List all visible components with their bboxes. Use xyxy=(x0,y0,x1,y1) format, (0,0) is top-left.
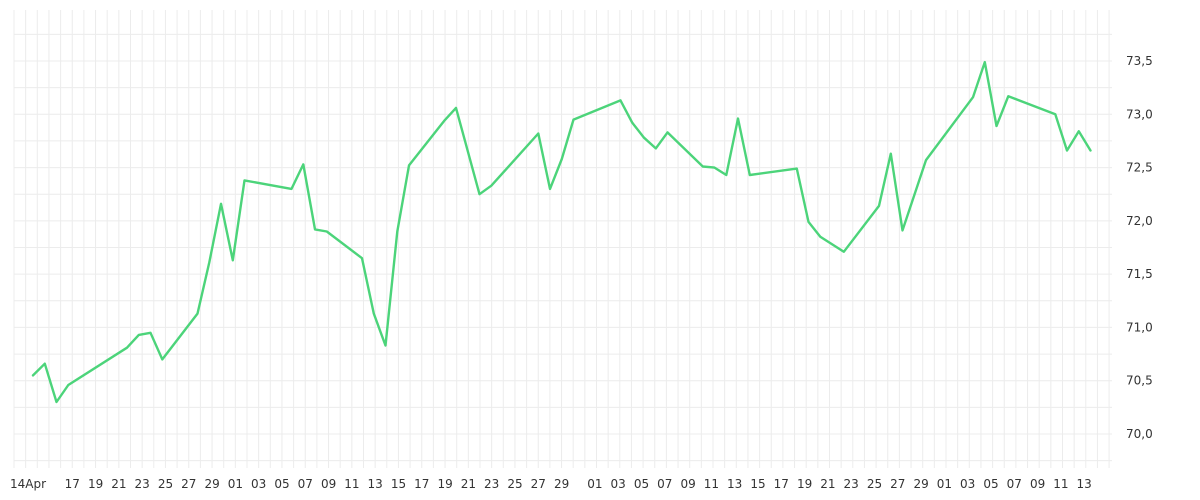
x-tick-label: 17 xyxy=(774,477,789,491)
x-tick-label: 17 xyxy=(65,477,80,491)
x-tick-label: 07 xyxy=(298,477,313,491)
y-tick-label: 72,0 xyxy=(1126,214,1153,228)
x-tick-label: 05 xyxy=(274,477,289,491)
series-group xyxy=(31,60,1092,404)
x-tick-label: 09 xyxy=(680,477,695,491)
x-tick-label: 13 xyxy=(1077,477,1092,491)
x-tick-label: 19 xyxy=(88,477,103,491)
x-tick-label: 15 xyxy=(391,477,406,491)
x-tick-label: 29 xyxy=(204,477,219,491)
y-tick-label: 71,5 xyxy=(1126,267,1153,281)
x-tick-label: 29 xyxy=(913,477,928,491)
x-tick-label: 21 xyxy=(461,477,476,491)
x-tick-label: 13 xyxy=(727,477,742,491)
x-tick-label: 01 xyxy=(937,477,952,491)
x-tick-label: 11 xyxy=(1053,477,1068,491)
x-tick-label: 27 xyxy=(890,477,905,491)
y-tick-label: 70,5 xyxy=(1126,374,1153,388)
x-tick-label: 11 xyxy=(344,477,359,491)
x-tick-label: 23 xyxy=(484,477,499,491)
x-tick-label: 25 xyxy=(867,477,882,491)
x-tick-label: 03 xyxy=(251,477,266,491)
x-tick-label: 09 xyxy=(321,477,336,491)
x-tick-label: 21 xyxy=(820,477,835,491)
x-tick-label: 25 xyxy=(507,477,522,491)
x-tick-label: 13 xyxy=(368,477,383,491)
x-tick-label: 05 xyxy=(634,477,649,491)
x-tick-label: 03 xyxy=(611,477,626,491)
x-tick-label: 07 xyxy=(657,477,672,491)
x-tick-label: 01 xyxy=(228,477,243,491)
x-tick-label: 19 xyxy=(797,477,812,491)
x-tick-label: 09 xyxy=(1030,477,1045,491)
grid xyxy=(13,10,1112,468)
x-tick-label: 03 xyxy=(960,477,975,491)
y-axis: 70,0 70,5 71,0 71,5 72,0 72,5 73,0 73,5 xyxy=(1126,54,1153,441)
x-tick-label: 17 xyxy=(414,477,429,491)
x-tick-label: 29 xyxy=(554,477,569,491)
y-tick-label: 70,0 xyxy=(1126,427,1153,441)
x-tick-label: 05 xyxy=(983,477,998,491)
x-tick-label: 23 xyxy=(135,477,150,491)
x-tick-label: 21 xyxy=(111,477,126,491)
x-tick-label: 15 xyxy=(750,477,765,491)
x-tick-label: 19 xyxy=(437,477,452,491)
y-tick-label: 72,5 xyxy=(1126,161,1153,175)
x-tick-label: 14Apr xyxy=(10,477,46,491)
y-tick-label: 71,0 xyxy=(1126,320,1153,334)
x-tick-label: 27 xyxy=(531,477,546,491)
y-tick-label: 73,0 xyxy=(1126,107,1153,121)
x-tick-label: 07 xyxy=(1007,477,1022,491)
x-tick-label: 23 xyxy=(844,477,859,491)
x-tick-label: 01 xyxy=(587,477,602,491)
y-tick-label: 73,5 xyxy=(1126,54,1153,68)
x-tick-label: 11 xyxy=(704,477,719,491)
x-axis: 14Apr 17 19 21 23 25 27 29 01 03 05 07 09 11 13 15 17 19 2… xyxy=(10,477,1092,491)
series-line xyxy=(31,60,1092,404)
x-tick-label: 25 xyxy=(158,477,173,491)
x-tick-label: 27 xyxy=(181,477,196,491)
